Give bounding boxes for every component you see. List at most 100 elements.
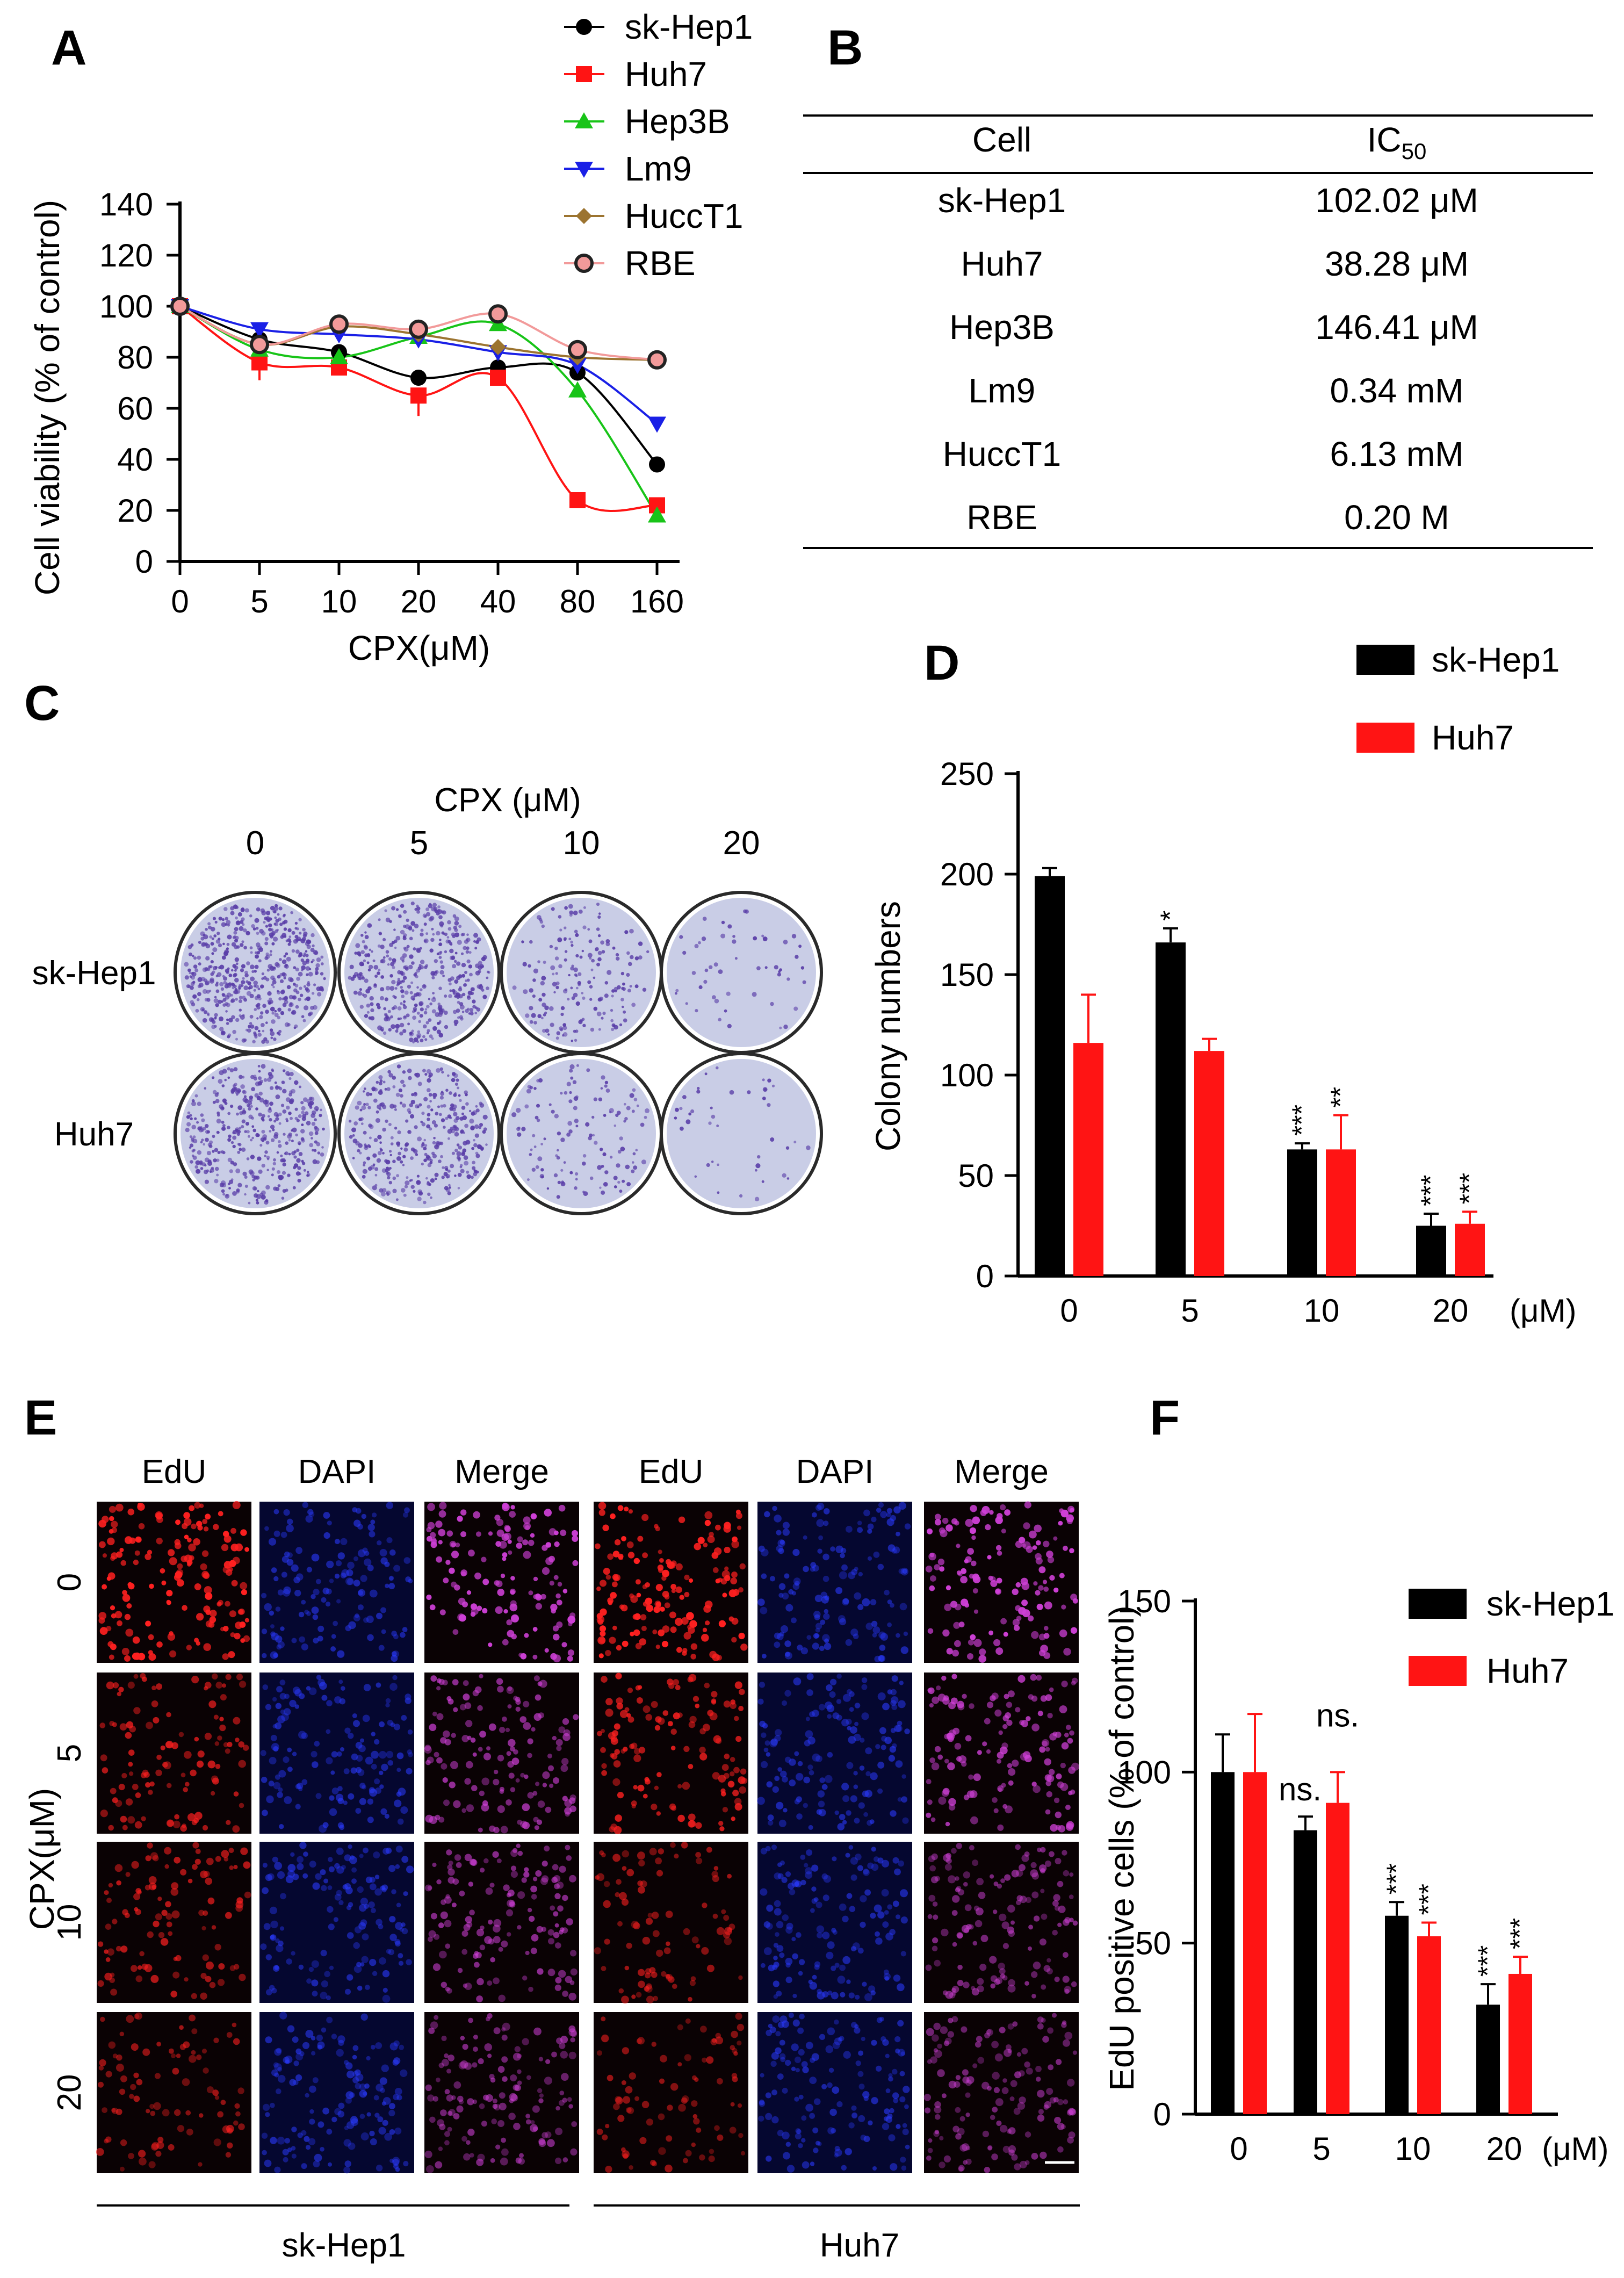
nucleus bbox=[176, 1579, 184, 1587]
colony bbox=[269, 997, 272, 1001]
colony bbox=[633, 1165, 638, 1170]
dose-label: 0 bbox=[246, 825, 264, 862]
nucleus bbox=[709, 1712, 718, 1721]
colony bbox=[293, 1163, 299, 1168]
nucleus bbox=[276, 2048, 282, 2053]
colony bbox=[312, 944, 315, 948]
nucleus bbox=[286, 1559, 294, 1566]
colony bbox=[463, 1155, 468, 1160]
nucleus bbox=[286, 1958, 292, 1965]
nucleus bbox=[137, 1965, 142, 1970]
nucleus bbox=[666, 1941, 670, 1947]
nucleus bbox=[894, 1725, 901, 1733]
nucleus bbox=[927, 1688, 932, 1693]
nucleus bbox=[509, 1511, 516, 1518]
nucleus bbox=[297, 1783, 304, 1789]
legend-swatch bbox=[1356, 645, 1414, 675]
nucleus bbox=[863, 1509, 870, 1517]
nucleus bbox=[807, 1764, 813, 1770]
nucleus bbox=[326, 1757, 333, 1764]
nucleus bbox=[784, 1573, 790, 1579]
colony bbox=[237, 1183, 242, 1187]
nucleus bbox=[530, 1885, 537, 1893]
colony bbox=[311, 1122, 316, 1126]
colony bbox=[378, 932, 382, 935]
nucleus bbox=[507, 1704, 512, 1709]
nucleus bbox=[150, 2110, 156, 2116]
colony bbox=[295, 1171, 301, 1176]
nucleus bbox=[699, 1753, 708, 1761]
nucleus bbox=[244, 1891, 251, 1899]
colony bbox=[574, 1186, 578, 1190]
colony bbox=[255, 1199, 258, 1202]
colony bbox=[458, 1094, 461, 1097]
colony bbox=[387, 1010, 391, 1013]
nucleus bbox=[808, 1825, 813, 1830]
colony bbox=[547, 1033, 550, 1036]
nucleus bbox=[112, 1919, 118, 1924]
colony bbox=[597, 950, 602, 955]
nucleus bbox=[306, 1611, 311, 1616]
colony bbox=[239, 996, 243, 999]
nucleus bbox=[898, 1502, 907, 1510]
colony bbox=[431, 997, 436, 1003]
colony bbox=[256, 951, 260, 955]
colony bbox=[267, 991, 272, 996]
nucleus bbox=[262, 1887, 269, 1894]
nucleus bbox=[601, 1770, 607, 1776]
nucleus bbox=[104, 1890, 109, 1895]
nucleus bbox=[944, 1733, 950, 1740]
nucleus bbox=[704, 1682, 710, 1689]
colony bbox=[420, 960, 425, 964]
colony bbox=[231, 969, 234, 972]
colony bbox=[246, 1130, 250, 1134]
nucleus bbox=[112, 1682, 119, 1689]
nucleus bbox=[860, 1921, 866, 1928]
nucleus bbox=[381, 2064, 389, 2072]
nucleus bbox=[220, 1694, 227, 1701]
nucleus bbox=[993, 1808, 999, 1813]
nucleus bbox=[153, 1717, 160, 1724]
colony bbox=[275, 1085, 279, 1089]
colony bbox=[315, 963, 320, 968]
nucleus bbox=[158, 1932, 165, 1938]
colony bbox=[446, 936, 450, 939]
nucleus bbox=[109, 1654, 114, 1660]
colony bbox=[304, 1111, 309, 1115]
colony bbox=[212, 1100, 216, 1104]
nucleus bbox=[988, 1630, 994, 1635]
colony bbox=[449, 982, 452, 986]
colony bbox=[213, 998, 219, 1004]
nucleus bbox=[475, 1531, 481, 1537]
nucleus bbox=[369, 1787, 376, 1793]
dose-label: 5 bbox=[410, 825, 428, 862]
colony bbox=[268, 923, 272, 928]
nucleus bbox=[142, 1769, 149, 1776]
nucleus bbox=[481, 1777, 489, 1786]
colony bbox=[267, 1115, 270, 1118]
nucleus bbox=[665, 1911, 673, 1919]
colony bbox=[378, 1082, 382, 1086]
nucleus bbox=[436, 1879, 442, 1885]
legend-marker bbox=[576, 208, 592, 224]
colony bbox=[278, 1140, 281, 1143]
colony bbox=[218, 938, 221, 941]
nucleus bbox=[1044, 1626, 1049, 1631]
y-tick-label: 200 bbox=[940, 856, 994, 892]
colony bbox=[264, 937, 269, 941]
nucleus bbox=[1012, 1760, 1019, 1767]
nucleus bbox=[897, 1720, 903, 1726]
nucleus bbox=[877, 1788, 883, 1794]
colony bbox=[230, 998, 235, 1003]
nucleus bbox=[552, 1736, 557, 1741]
nucleus bbox=[194, 1858, 201, 1865]
nucleus bbox=[466, 1804, 474, 1812]
colony bbox=[359, 1151, 362, 1155]
nucleus bbox=[871, 1863, 879, 1871]
colony bbox=[546, 1187, 550, 1190]
nucleus bbox=[877, 1761, 885, 1769]
colony bbox=[251, 1136, 254, 1140]
colony bbox=[444, 994, 447, 998]
colony bbox=[429, 1002, 432, 1006]
